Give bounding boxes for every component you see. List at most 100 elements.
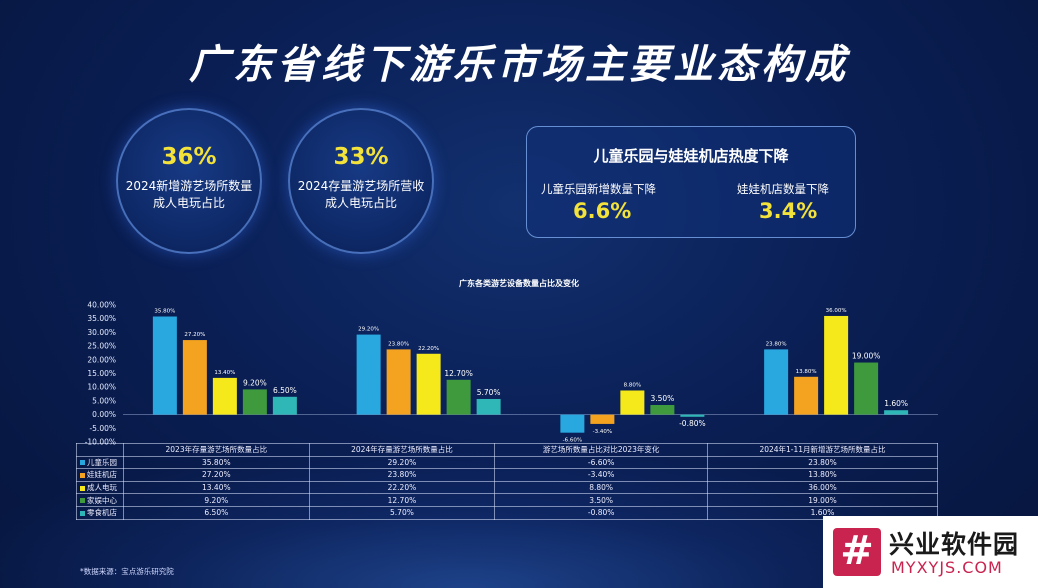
legend-swatch xyxy=(80,460,85,466)
bar xyxy=(854,362,879,415)
table-cell: 23.80% xyxy=(707,455,938,470)
series-name: 零食机店 xyxy=(87,508,117,518)
bar xyxy=(272,396,297,415)
table-cell: 13.40% xyxy=(123,480,310,495)
table-cell: 22.20% xyxy=(308,480,496,495)
right-stat-label: 娃娃机店数量下降 xyxy=(737,182,829,196)
table-cell: 8.80% xyxy=(494,480,709,495)
bar-data-label: 3.50% xyxy=(650,394,674,403)
table-corner xyxy=(76,443,124,457)
table-cell: 9.20% xyxy=(123,493,310,507)
watermark: # 兴业软件园 MYXYJS.COM xyxy=(823,516,1038,588)
bar xyxy=(152,316,177,415)
bar-data-label: 19.00% xyxy=(852,352,881,361)
table-header-row: 2023年存量游艺场所数量占比 2024年存量游艺场所数量占比 游艺场所数量占比… xyxy=(76,443,938,457)
table-cell: 6.50% xyxy=(123,505,310,520)
bar-data-label: -3.40% xyxy=(593,429,612,435)
stat-label-line1: 2024存量游艺场所营收 xyxy=(297,179,425,193)
stat-label-line2: 成人电玩占比 xyxy=(152,196,225,210)
bar xyxy=(794,376,819,415)
stat-value: 36% xyxy=(161,144,217,170)
table-cell: 27.20% xyxy=(123,468,310,482)
stat-label-line1: 2024新增游艺场所数量 xyxy=(125,179,253,193)
table-series-label: 成人电玩 xyxy=(76,480,124,495)
table-cell: 19.00% xyxy=(707,493,938,507)
y-tick-label: 0.00% xyxy=(92,410,116,419)
table-cell: -3.40% xyxy=(494,468,709,482)
left-stat-value: 6.6% xyxy=(573,199,632,223)
table-row: 零食机店 6.50% 5.70% -0.80% 1.60% xyxy=(76,505,938,520)
bar-data-label: 35.80% xyxy=(154,309,175,315)
y-tick-label: 10.00% xyxy=(87,383,116,392)
table-row: 成人电玩 13.40% 22.20% 8.80% 36.00% xyxy=(76,480,938,495)
bar xyxy=(680,414,705,417)
stat-circle-revenue: 33% 2024存量游艺场所营收 成人电玩占比 xyxy=(288,108,434,254)
table-cell: 3.50% xyxy=(494,493,709,507)
bar xyxy=(620,390,645,415)
bar xyxy=(182,340,207,415)
series-name: 儿童乐园 xyxy=(87,457,117,467)
bar-data-label: 6.50% xyxy=(273,386,297,395)
y-tick-label: 15.00% xyxy=(87,369,116,378)
y-tick-label: 30.00% xyxy=(87,328,116,337)
watermark-name: 兴业软件园 xyxy=(889,530,1020,559)
table-cell: 36.00% xyxy=(707,480,938,495)
table-col-header: 游艺场所数量占比对比2023年变化 xyxy=(494,443,709,457)
table-col-header: 2024年存量游艺场所数量占比 xyxy=(308,443,496,457)
bar xyxy=(884,410,909,415)
bar-data-label: 23.80% xyxy=(388,341,409,347)
bar xyxy=(560,414,585,433)
y-tick-label: -10.00% xyxy=(85,438,116,446)
bar xyxy=(764,349,789,415)
y-tick-label: 35.00% xyxy=(87,314,116,323)
legend-swatch xyxy=(80,485,85,491)
table-row: 家娱中心 9.20% 12.70% 3.50% 19.00% xyxy=(76,493,938,507)
bar-data-label: 9.20% xyxy=(243,378,267,387)
y-tick-label: 40.00% xyxy=(87,301,116,310)
legend-swatch xyxy=(80,498,85,504)
series-name: 成人电玩 xyxy=(87,483,117,493)
legend-swatch xyxy=(80,472,85,478)
table-cell: 23.80% xyxy=(308,468,496,482)
y-tick-label: 5.00% xyxy=(92,396,116,405)
bar-data-label: -6.60% xyxy=(563,438,582,444)
table-cell: 35.80% xyxy=(123,455,310,470)
page-title: 广东省线下游乐市场主要业态构成 xyxy=(189,42,849,88)
table-col-header: 2024年1-11月新增游艺场所数量占比 xyxy=(707,443,938,457)
decline-panel: 儿童乐园与娃娃机店热度下降 儿童乐园新增数量下降 6.6% 娃娃机店数量下降 3… xyxy=(526,126,856,238)
bar-data-label: 23.80% xyxy=(766,341,787,347)
table-cell: 5.70% xyxy=(308,505,496,520)
bar-data-label: 5.70% xyxy=(477,388,501,397)
right-stat-value: 3.4% xyxy=(759,199,818,223)
stat-circle-new-venues: 36% 2024新增游艺场所数量 成人电玩占比 xyxy=(116,108,262,254)
bar-data-label: 1.60% xyxy=(884,399,908,408)
table-series-label: 家娱中心 xyxy=(76,493,124,507)
bar-data-label: 22.20% xyxy=(418,346,439,352)
bar-data-label: 27.20% xyxy=(184,332,205,338)
bar xyxy=(590,414,615,424)
chart-title: 广东各类游艺设备数量占比及变化 xyxy=(459,279,579,288)
bar xyxy=(242,389,267,415)
data-source: *数据来源：宝点游乐研究院 xyxy=(80,567,174,576)
data-table: 2023年存量游艺场所数量占比 2024年存量游艺场所数量占比 游艺场所数量占比… xyxy=(76,443,938,520)
table-cell: -0.80% xyxy=(494,505,709,520)
table-col-header: 2023年存量游艺场所数量占比 xyxy=(123,443,310,457)
bar xyxy=(446,379,471,415)
bar-chart: 40.00% 35.00% 30.00% 25.00% 20.00% 15.00% 10.0… xyxy=(85,301,938,446)
table-series-label: 娃娃机店 xyxy=(76,468,124,482)
bar-data-label: 13.80% xyxy=(796,369,817,375)
stat-label-line2: 成人电玩占比 xyxy=(324,196,397,210)
table-series-label: 零食机店 xyxy=(76,505,124,520)
bar xyxy=(416,353,441,415)
table-cell: 13.80% xyxy=(707,468,938,482)
stat-value: 33% xyxy=(333,144,389,170)
table-series-label: 儿童乐园 xyxy=(76,455,124,470)
bar xyxy=(824,315,849,415)
bar-data-label: 13.40% xyxy=(214,370,235,376)
bar-data-label: 36.00% xyxy=(826,308,847,314)
bar xyxy=(476,398,501,415)
bar-data-label: 12.70% xyxy=(444,369,473,378)
legend-swatch xyxy=(80,510,85,516)
y-tick-label: 20.00% xyxy=(87,355,116,364)
series-name: 家娱中心 xyxy=(87,495,117,505)
